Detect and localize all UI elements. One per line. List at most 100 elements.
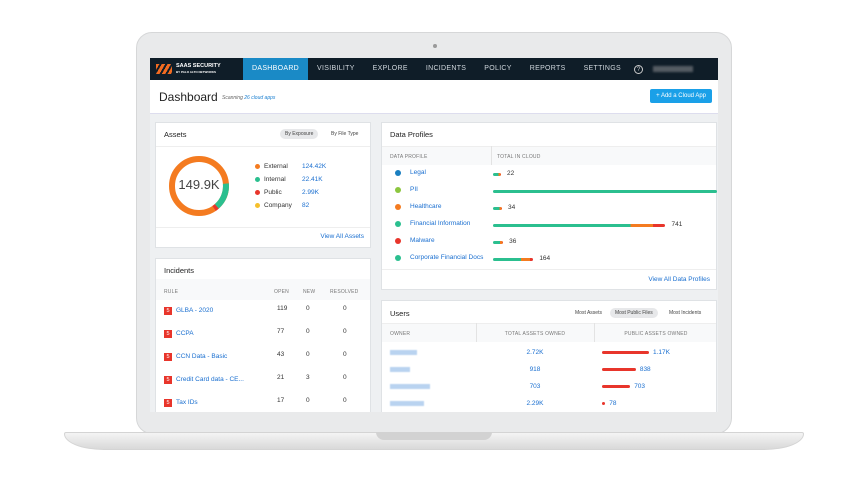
legend-value[interactable]: 2.99K [302, 189, 319, 196]
top-nav: SAAS SECURITY BY PALO ALTO NETWORKS DASHB… [150, 58, 718, 80]
add-cloud-app-button[interactable]: + Add a Cloud App [650, 89, 712, 103]
incidents-card: Incidents RULE OPEN NEW RESOLVED 5 GLBA -… [155, 258, 371, 412]
incident-rule-link[interactable]: Credit Card data - CE... [176, 376, 244, 383]
incident-open: 17 [277, 397, 285, 404]
cloud-apps-link[interactable]: 26 cloud apps [244, 95, 276, 101]
users-card: Users Most Assets Most Public Files Most… [381, 300, 717, 412]
legend-label: Internal [264, 176, 286, 183]
data-profile-bar[interactable] [493, 258, 534, 261]
col-public-assets: PUBLIC ASSETS OWNED [624, 331, 688, 337]
col-total-assets: TOTAL ASSETS OWNED [504, 331, 566, 337]
data-profile-bar[interactable] [493, 207, 502, 210]
col-data-profile: DATA PROFILE [390, 154, 428, 160]
toggle-by-file-type[interactable]: By File Type [331, 131, 359, 137]
users-title: Users [390, 309, 410, 318]
data-profile-link[interactable]: Malware [410, 237, 435, 244]
user-public-assets[interactable]: 838 [639, 366, 651, 373]
incident-rule-link[interactable]: CCN Data - Basic [176, 353, 228, 360]
scanning-status: Scanning 26 cloud apps [222, 95, 276, 101]
data-profile-bar[interactable] [493, 173, 501, 176]
severity-badge: 5 [164, 399, 172, 407]
data-profile-total: 741 [671, 221, 683, 228]
user-public-assets[interactable]: 1.17K [653, 349, 670, 356]
toggle-most-assets[interactable]: Most Assets [575, 310, 602, 316]
owner-name-redacted[interactable] [390, 401, 424, 406]
tab-incidents[interactable]: INCIDENTS [425, 65, 467, 72]
data-profile-bar[interactable] [493, 190, 717, 193]
user-total-assets[interactable]: 2.72K [526, 349, 544, 356]
user-public-assets[interactable]: 703 [634, 383, 646, 390]
incident-new: 0 [306, 328, 310, 335]
data-profile-total: 164 [539, 255, 551, 262]
data-profile-link[interactable]: Corporate Financial Docs [410, 254, 484, 261]
col-rule: RULE [164, 289, 179, 295]
webcam [433, 44, 437, 48]
tab-explore[interactable]: EXPLORE [372, 65, 408, 72]
data-profile-bar[interactable] [493, 224, 666, 227]
logo-icon [156, 64, 172, 74]
user-total-assets[interactable]: 2.29K [526, 400, 544, 407]
incident-open: 119 [277, 305, 288, 312]
incident-new: 3 [306, 374, 310, 381]
incident-open: 77 [277, 328, 285, 335]
financial-icon [395, 221, 401, 227]
legend-value[interactable]: 22.41K [302, 176, 323, 183]
public-assets-bar [602, 368, 636, 371]
severity-badge: 5 [164, 376, 172, 384]
legend-dot [255, 177, 260, 182]
incident-resolved: 0 [343, 351, 347, 358]
pii-icon [395, 187, 401, 193]
corporate-docs-icon [395, 255, 401, 261]
help-icon[interactable]: ? [633, 64, 643, 74]
view-all-assets-link[interactable]: View All Assets [320, 233, 364, 240]
brand-logo[interactable]: SAAS SECURITY BY PALO ALTO NETWORKS [150, 58, 243, 80]
public-assets-bar [602, 385, 631, 388]
toggle-most-public-files[interactable]: Most Public Files [610, 308, 658, 318]
col-owner: OWNER [390, 331, 411, 337]
incident-resolved: 0 [343, 328, 347, 335]
incident-open: 43 [277, 351, 285, 358]
incident-rule-link[interactable]: Tax IDs [176, 399, 198, 406]
incident-new: 0 [306, 305, 310, 312]
data-profile-total: 36 [509, 238, 517, 245]
owner-name-redacted[interactable] [390, 367, 410, 372]
data-profile-link[interactable]: Financial Information [410, 220, 471, 227]
data-profile-bar[interactable] [493, 241, 504, 244]
incident-new: 0 [306, 397, 310, 404]
data-profile-link[interactable]: PII [410, 186, 418, 193]
toggle-most-incidents[interactable]: Most Incidents [669, 310, 702, 316]
data-profiles-title: Data Profiles [390, 130, 433, 139]
screen: SAAS SECURITY BY PALO ALTO NETWORKS DASHB… [150, 58, 718, 412]
view-all-data-profiles-link[interactable]: View All Data Profiles [648, 276, 710, 283]
data-profile-link[interactable]: Healthcare [410, 203, 442, 210]
tab-visibility[interactable]: VISIBILITY [317, 65, 355, 72]
user-total-assets[interactable]: 918 [529, 366, 541, 373]
incident-resolved: 0 [343, 305, 347, 312]
legend-label: Company [264, 202, 292, 209]
legend-value[interactable]: 124.42K [302, 163, 327, 170]
legend-value[interactable]: 82 [302, 202, 310, 209]
incident-resolved: 0 [343, 397, 347, 404]
tab-settings[interactable]: SETTINGS [583, 65, 621, 72]
severity-badge: 5 [164, 330, 172, 338]
user-menu[interactable] [652, 66, 693, 72]
col-resolved: RESOLVED [330, 289, 359, 295]
page-header: Dashboard Scanning 26 cloud apps + Add a… [150, 80, 718, 114]
public-assets-bar [602, 351, 649, 354]
data-profile-link[interactable]: Legal [410, 169, 426, 176]
tab-policy[interactable]: POLICY [484, 65, 512, 72]
severity-badge: 5 [164, 307, 172, 315]
donut-public[interactable] [167, 154, 231, 218]
user-public-assets[interactable]: 78 [609, 400, 617, 407]
incidents-title: Incidents [164, 266, 195, 275]
owner-name-redacted[interactable] [390, 384, 430, 389]
user-total-assets[interactable]: 703 [529, 383, 541, 390]
incident-rule-link[interactable]: CCPA [176, 330, 194, 337]
tab-reports[interactable]: REPORTS [529, 65, 566, 72]
owner-name-redacted[interactable] [390, 350, 417, 355]
page-title: Dashboard [159, 90, 218, 104]
tab-dashboard[interactable]: DASHBOARD [243, 58, 309, 80]
incident-rule-link[interactable]: GLBA - 2020 [176, 307, 214, 314]
incident-new: 0 [306, 351, 310, 358]
toggle-by-exposure[interactable]: By Exposure [280, 129, 319, 139]
